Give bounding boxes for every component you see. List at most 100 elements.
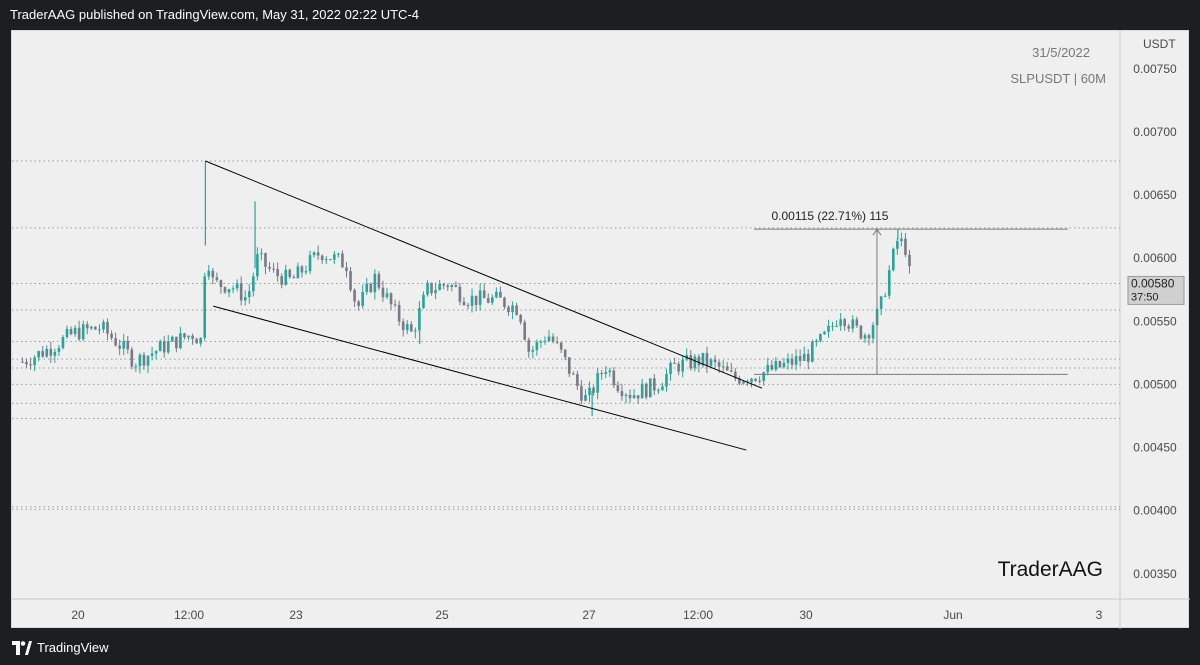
candle-body — [142, 354, 146, 366]
candle-body — [183, 333, 186, 338]
candle-body — [576, 374, 579, 386]
candle-body — [458, 286, 462, 302]
candle-body — [256, 254, 259, 277]
x-tick-label-3: 25 — [435, 608, 449, 622]
candle-body — [580, 385, 583, 401]
candle-body — [648, 378, 652, 398]
candle-body — [511, 305, 514, 313]
candle-body — [81, 324, 85, 340]
candle-body — [835, 325, 838, 327]
candle-body — [815, 340, 818, 342]
candle-body — [361, 291, 364, 306]
candle-body — [734, 371, 737, 379]
candle-body — [596, 372, 599, 393]
candle-body — [721, 366, 725, 368]
candle-body — [802, 353, 806, 361]
candle-body — [312, 252, 316, 256]
y-tick-label-6: 0.00650 — [1133, 188, 1177, 202]
candle-body — [661, 386, 664, 391]
candle-body — [547, 336, 551, 342]
candle-body — [592, 387, 595, 393]
candle-body — [713, 359, 717, 363]
candle-body — [693, 356, 697, 369]
y-tick-label-5: 0.00600 — [1133, 251, 1177, 265]
candle-body — [268, 266, 271, 269]
y-tick-label-1: 0.00400 — [1133, 504, 1177, 518]
tradingview-logo-icon[interactable] — [12, 641, 32, 655]
candle-body — [57, 348, 61, 352]
candle-body — [624, 394, 628, 397]
y-tick-label-2: 0.00450 — [1133, 441, 1177, 455]
tradingview-brand[interactable]: TradingView — [37, 640, 109, 655]
candle-body — [697, 356, 701, 366]
candle-body — [766, 364, 770, 373]
candle-body — [499, 291, 502, 298]
candle-body — [114, 338, 117, 346]
candle-body — [409, 324, 413, 332]
candle-body — [491, 297, 494, 303]
y-axis-unit: USDT — [1143, 37, 1176, 51]
candle-body — [207, 270, 211, 277]
measure-arrow — [872, 228, 882, 236]
candle-body — [264, 253, 267, 267]
candle-body — [681, 359, 684, 372]
candle-body — [636, 395, 640, 399]
candle-body — [859, 325, 863, 339]
x-tick-label-0: 20 — [71, 608, 85, 622]
candle-body — [292, 277, 296, 279]
candle-body — [29, 364, 32, 366]
y-tick-label-0: 0.00350 — [1133, 567, 1177, 581]
candle-body — [422, 294, 425, 309]
candle-body — [482, 290, 486, 299]
candle-body — [341, 253, 344, 268]
candle-body — [239, 283, 243, 301]
candle-body — [908, 254, 911, 267]
candle-body — [446, 285, 450, 288]
candle-body — [612, 370, 616, 386]
trendline-0 — [205, 160, 763, 389]
candle-body — [689, 355, 693, 369]
x-tick-label-1: 12:00 — [174, 608, 204, 622]
candle-body — [158, 341, 162, 352]
y-tick-label-4: 0.00550 — [1133, 314, 1177, 328]
current-price-badge — [1127, 275, 1185, 305]
candle-body — [851, 319, 855, 329]
candle-body — [73, 327, 77, 335]
candle-body — [146, 355, 150, 366]
candle-body — [896, 241, 899, 249]
measure-label: 0.00115 (22.71%) 115 — [772, 209, 889, 223]
candle-body — [94, 326, 97, 330]
candle-body — [53, 351, 57, 356]
candle-body — [632, 395, 636, 399]
candle-body — [272, 268, 275, 270]
candle-body — [377, 273, 381, 288]
candle-body — [535, 342, 539, 351]
candle-body — [507, 307, 510, 313]
candle-body — [434, 290, 437, 294]
candle-body — [211, 270, 215, 278]
candle-body — [543, 341, 547, 343]
candle-body — [786, 358, 790, 363]
candle-body — [604, 372, 608, 374]
candle-body — [742, 381, 745, 384]
candle-body — [782, 362, 786, 368]
candle-body — [320, 255, 324, 261]
candle-body — [337, 253, 340, 255]
candle-body — [345, 267, 348, 272]
candlestick-chart[interactable]: 0.00350 0.00400 0.00450 0.00500 0.00550 0.006… — [12, 31, 1190, 629]
candle-body — [296, 266, 300, 279]
candle-body — [653, 378, 656, 391]
candle-body — [879, 296, 883, 309]
candle-body — [827, 325, 830, 332]
candle-body — [588, 387, 591, 396]
candle-body — [25, 361, 28, 365]
x-tick-label-8: 3 — [1096, 608, 1103, 622]
info-symbol: SLPUSDT | 60M — [1010, 71, 1106, 86]
candle-body — [280, 276, 283, 285]
candle-body — [883, 295, 887, 297]
candle-body — [486, 298, 490, 303]
candle-body — [729, 370, 733, 372]
candle-body — [175, 336, 178, 349]
candle-body — [69, 328, 73, 335]
chart-frame[interactable]: 0.00350 0.00400 0.00450 0.00500 0.00550 0.006… — [11, 30, 1190, 629]
